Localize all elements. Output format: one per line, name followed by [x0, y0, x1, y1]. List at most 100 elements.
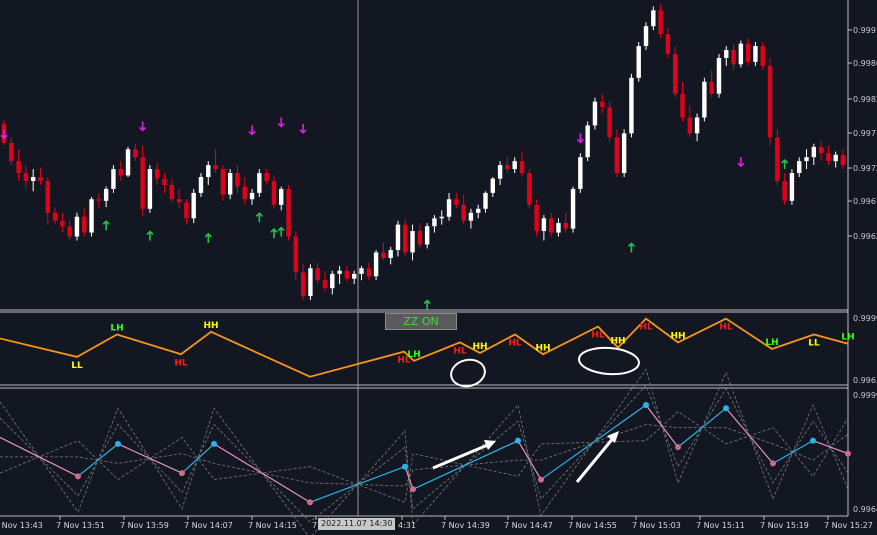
candle [52, 207, 58, 225]
crosshair-time-label: 2022.11.07 14:30 [318, 518, 396, 530]
channel-segment [181, 443, 215, 474]
candle [293, 231, 299, 281]
candle-body [563, 223, 568, 229]
candle-body [789, 173, 795, 201]
candle-body [548, 218, 554, 233]
candle-body [220, 169, 226, 195]
candle-body [534, 204, 539, 231]
candle-body [176, 199, 182, 203]
candle [96, 192, 102, 209]
candle-body [82, 216, 87, 233]
candle [133, 143, 138, 162]
candle [731, 43, 736, 70]
down-arrow-icon [737, 157, 745, 168]
candle-body [45, 180, 50, 213]
candle [833, 151, 838, 168]
zigzag-label: HH [203, 321, 218, 331]
candle [797, 157, 802, 178]
candle [497, 161, 503, 185]
candle-body [337, 270, 342, 274]
candle [67, 220, 72, 241]
candle-body [643, 26, 649, 47]
channel-dot [643, 401, 649, 408]
time-tick-label: 7 Nov 15:19 [760, 521, 809, 530]
candle [563, 212, 568, 233]
up-arrow-icon-head [423, 299, 431, 305]
candle [432, 215, 437, 233]
zz-toggle-button[interactable]: ZZ ON [385, 313, 457, 330]
up-arrow-icon [781, 158, 789, 170]
candle-body [191, 192, 196, 219]
down-arrow-icon-head [576, 138, 584, 144]
down-arrow-icon [248, 125, 256, 136]
candle-body [38, 177, 43, 181]
candle-body [366, 268, 371, 277]
candle-body [103, 188, 109, 201]
candle [454, 192, 459, 209]
candle [125, 146, 131, 178]
candle [45, 177, 50, 225]
up-arrow-icon [204, 232, 212, 243]
candle [300, 264, 306, 301]
candle-body [840, 154, 846, 166]
candle-body [403, 224, 408, 253]
candle [760, 42, 765, 70]
candle [16, 149, 21, 181]
candle [279, 186, 284, 211]
candle-body [330, 273, 335, 289]
candle [534, 199, 539, 237]
candle [191, 188, 196, 224]
candle-body [585, 125, 590, 158]
zigzag-label: HL [639, 323, 653, 333]
candle [490, 177, 496, 197]
zigzag-label: HH [610, 337, 625, 347]
candle-body [600, 101, 605, 108]
candle-body [162, 178, 167, 185]
channel-dot [538, 476, 544, 483]
time-tick-label: 7 Nov 14:47 [504, 521, 553, 530]
candle [651, 6, 656, 31]
candle-body [373, 252, 379, 277]
zigzag-label: HL [719, 323, 733, 333]
candle-body [804, 157, 809, 162]
candle [140, 145, 145, 217]
candle-body [67, 226, 72, 237]
channel-segment [645, 404, 679, 448]
candle [373, 250, 379, 281]
candle [716, 53, 722, 98]
candle [680, 81, 685, 122]
down-arrow-icon [299, 123, 307, 134]
candle-body [271, 180, 277, 205]
candle-body [300, 272, 306, 297]
candle [330, 270, 335, 295]
channel-dot [810, 437, 816, 444]
time-tick-label: 7 Nov 13:59 [120, 521, 169, 530]
candle [826, 145, 831, 166]
candle-body [709, 81, 714, 94]
up-arrow-icon [255, 212, 263, 223]
candle-body [476, 208, 481, 213]
candle [162, 173, 167, 193]
price-tick-label: 0.9962 [853, 232, 877, 241]
candle-body [687, 117, 692, 134]
candle-body [578, 157, 583, 189]
candle [403, 218, 408, 257]
circle-annotation-icon [450, 358, 486, 388]
candle-body [184, 202, 189, 219]
down-arrow-icon [576, 133, 584, 144]
candle-body [607, 107, 612, 138]
candle [694, 113, 700, 142]
time-tick-label: 7 Nov 13:43 [0, 521, 43, 530]
channel-dot [845, 450, 851, 457]
candle [315, 262, 320, 285]
candle [570, 186, 576, 233]
candle-body [213, 165, 218, 170]
price-tick-label: 0.9967 [853, 197, 877, 206]
candle [89, 196, 94, 237]
candle [147, 165, 153, 213]
candle [782, 173, 787, 205]
candle [629, 73, 634, 138]
candle-body [359, 268, 364, 274]
channel-axis-label: 0.9999 [853, 391, 877, 400]
